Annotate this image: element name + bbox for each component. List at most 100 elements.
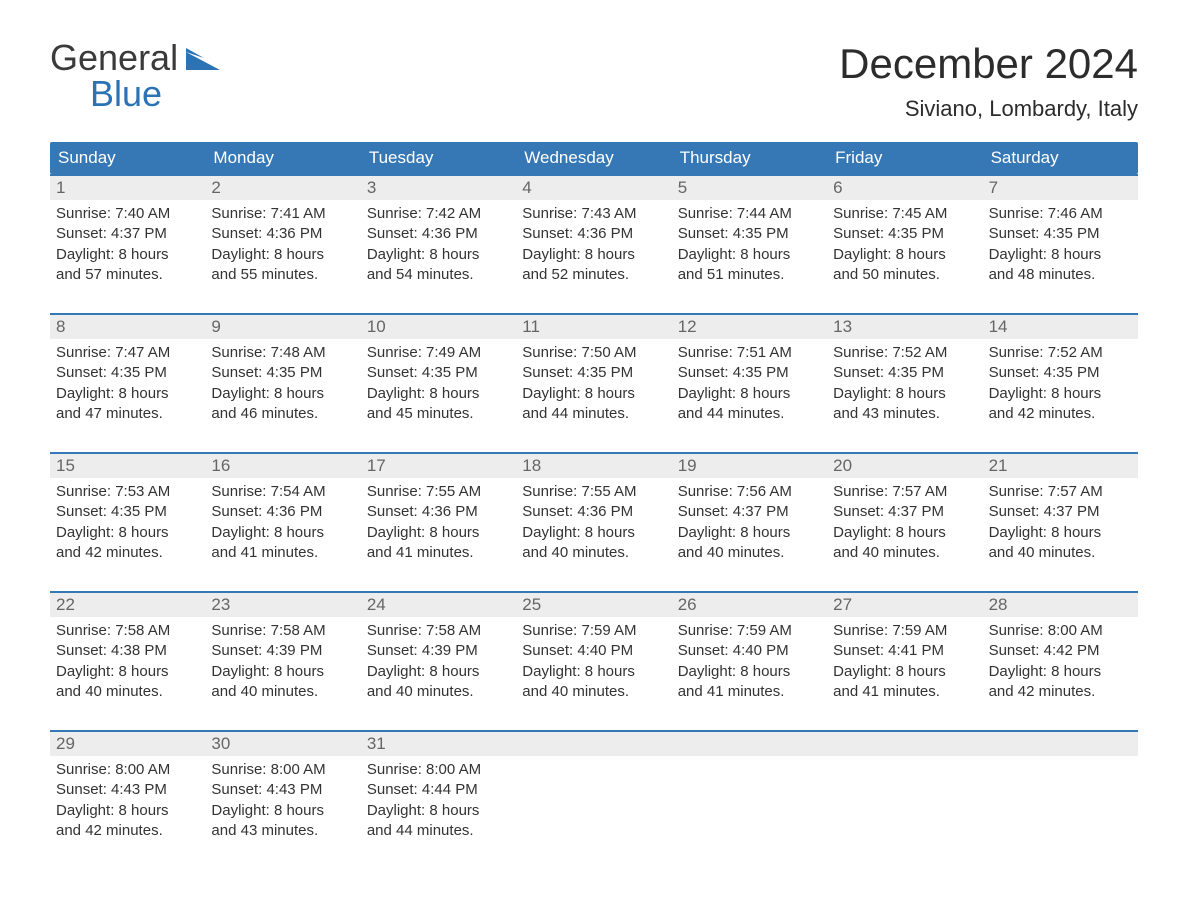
day-number: 23 [205, 593, 360, 617]
day-sunrise: Sunrise: 7:54 AM [211, 482, 354, 502]
calendar-week: 15161718192021 Sunrise: 7:53 AMSunset: 4:… [50, 452, 1138, 573]
day-dl1: Daylight: 8 hours [989, 245, 1132, 265]
day-sunset: Sunset: 4:35 PM [367, 363, 510, 383]
day-dl1: Daylight: 8 hours [56, 662, 199, 682]
day-number: 24 [361, 593, 516, 617]
day-sunrise: Sunrise: 7:40 AM [56, 204, 199, 224]
day-sunset: Sunset: 4:35 PM [678, 363, 821, 383]
day-dl2: and 40 minutes. [833, 543, 976, 563]
day-cell: Sunrise: 7:50 AMSunset: 4:35 PMDaylight:… [516, 339, 671, 434]
page-subtitle: Siviano, Lombardy, Italy [839, 96, 1138, 122]
day-number: 25 [516, 593, 671, 617]
page-title: December 2024 [839, 40, 1138, 88]
day-dl2: and 45 minutes. [367, 404, 510, 424]
day-dl2: and 41 minutes. [678, 682, 821, 702]
day-number: 5 [672, 176, 827, 200]
day-dl2: and 44 minutes. [367, 821, 510, 841]
day-cell: Sunrise: 7:46 AMSunset: 4:35 PMDaylight:… [983, 200, 1138, 295]
calendar: Sunday Monday Tuesday Wednesday Thursday… [50, 142, 1138, 851]
day-dl1: Daylight: 8 hours [211, 245, 354, 265]
day-of-week-header: Sunday Monday Tuesday Wednesday Thursday… [50, 142, 1138, 174]
day-number-row: 1234567 [50, 176, 1138, 200]
day-cell: Sunrise: 7:43 AMSunset: 4:36 PMDaylight:… [516, 200, 671, 295]
day-sunrise: Sunrise: 8:00 AM [367, 760, 510, 780]
day-dl2: and 48 minutes. [989, 265, 1132, 285]
day-sunrise: Sunrise: 7:58 AM [367, 621, 510, 641]
day-cell: Sunrise: 7:41 AMSunset: 4:36 PMDaylight:… [205, 200, 360, 295]
day-sunset: Sunset: 4:35 PM [833, 363, 976, 383]
day-dl2: and 55 minutes. [211, 265, 354, 285]
day-sunset: Sunset: 4:42 PM [989, 641, 1132, 661]
day-sunset: Sunset: 4:43 PM [56, 780, 199, 800]
day-dl2: and 41 minutes. [211, 543, 354, 563]
day-sunrise: Sunrise: 7:55 AM [522, 482, 665, 502]
day-number: 11 [516, 315, 671, 339]
day-sunset: Sunset: 4:36 PM [211, 224, 354, 244]
day-dl1: Daylight: 8 hours [989, 384, 1132, 404]
day-dl1: Daylight: 8 hours [678, 245, 821, 265]
day-cell: Sunrise: 7:42 AMSunset: 4:36 PMDaylight:… [361, 200, 516, 295]
day-number: 1 [50, 176, 205, 200]
day-cell: Sunrise: 7:55 AMSunset: 4:36 PMDaylight:… [516, 478, 671, 573]
day-dl2: and 41 minutes. [367, 543, 510, 563]
dow-wednesday: Wednesday [516, 142, 671, 174]
day-cell: Sunrise: 8:00 AMSunset: 4:43 PMDaylight:… [50, 756, 205, 851]
day-dl1: Daylight: 8 hours [989, 662, 1132, 682]
day-number-row: 15161718192021 [50, 454, 1138, 478]
day-dl2: and 43 minutes. [211, 821, 354, 841]
day-dl1: Daylight: 8 hours [367, 662, 510, 682]
day-cell: Sunrise: 8:00 AMSunset: 4:42 PMDaylight:… [983, 617, 1138, 712]
day-dl2: and 54 minutes. [367, 265, 510, 285]
day-number: 14 [983, 315, 1138, 339]
day-cell: Sunrise: 7:47 AMSunset: 4:35 PMDaylight:… [50, 339, 205, 434]
day-dl1: Daylight: 8 hours [522, 384, 665, 404]
day-number: 17 [361, 454, 516, 478]
day-cell: Sunrise: 7:54 AMSunset: 4:36 PMDaylight:… [205, 478, 360, 573]
logo-word2: Blue [90, 76, 220, 112]
dow-saturday: Saturday [983, 142, 1138, 174]
day-sunrise: Sunrise: 7:59 AM [522, 621, 665, 641]
day-number: 30 [205, 732, 360, 756]
day-dl2: and 40 minutes. [522, 682, 665, 702]
calendar-week: 891011121314Sunrise: 7:47 AMSunset: 4:35… [50, 313, 1138, 434]
day-cell: Sunrise: 7:44 AMSunset: 4:35 PMDaylight:… [672, 200, 827, 295]
header: General Blue December 2024 Siviano, Lomb… [50, 40, 1138, 122]
day-dl1: Daylight: 8 hours [678, 384, 821, 404]
calendar-week: 293031Sunrise: 8:00 AMSunset: 4:43 PMDay… [50, 730, 1138, 851]
day-dl1: Daylight: 8 hours [522, 662, 665, 682]
day-sunrise: Sunrise: 7:57 AM [833, 482, 976, 502]
day-sunrise: Sunrise: 7:52 AM [833, 343, 976, 363]
day-dl1: Daylight: 8 hours [367, 384, 510, 404]
day-cell: Sunrise: 7:56 AMSunset: 4:37 PMDaylight:… [672, 478, 827, 573]
day-sunrise: Sunrise: 7:47 AM [56, 343, 199, 363]
day-dl2: and 50 minutes. [833, 265, 976, 285]
day-sunset: Sunset: 4:40 PM [522, 641, 665, 661]
day-dl1: Daylight: 8 hours [367, 801, 510, 821]
day-number: 26 [672, 593, 827, 617]
day-cell: Sunrise: 7:52 AMSunset: 4:35 PMDaylight:… [983, 339, 1138, 434]
day-number [672, 732, 827, 756]
day-sunrise: Sunrise: 7:48 AM [211, 343, 354, 363]
day-dl2: and 42 minutes. [989, 682, 1132, 702]
day-dl2: and 40 minutes. [678, 543, 821, 563]
day-cell: Sunrise: 7:57 AMSunset: 4:37 PMDaylight:… [827, 478, 982, 573]
day-cell: Sunrise: 7:51 AMSunset: 4:35 PMDaylight:… [672, 339, 827, 434]
logo-flag-icon [186, 48, 220, 75]
day-sunset: Sunset: 4:35 PM [56, 502, 199, 522]
day-cell: Sunrise: 7:59 AMSunset: 4:41 PMDaylight:… [827, 617, 982, 712]
day-number: 20 [827, 454, 982, 478]
day-dl2: and 40 minutes. [989, 543, 1132, 563]
dow-friday: Friday [827, 142, 982, 174]
day-dl1: Daylight: 8 hours [833, 245, 976, 265]
day-cell: Sunrise: 7:52 AMSunset: 4:35 PMDaylight:… [827, 339, 982, 434]
day-sunrise: Sunrise: 7:45 AM [833, 204, 976, 224]
day-dl2: and 43 minutes. [833, 404, 976, 424]
day-sunrise: Sunrise: 7:57 AM [989, 482, 1132, 502]
day-sunrise: Sunrise: 7:53 AM [56, 482, 199, 502]
day-sunrise: Sunrise: 7:52 AM [989, 343, 1132, 363]
day-dl1: Daylight: 8 hours [833, 662, 976, 682]
day-dl1: Daylight: 8 hours [56, 523, 199, 543]
day-number: 22 [50, 593, 205, 617]
day-sunset: Sunset: 4:40 PM [678, 641, 821, 661]
day-sunrise: Sunrise: 8:00 AM [989, 621, 1132, 641]
